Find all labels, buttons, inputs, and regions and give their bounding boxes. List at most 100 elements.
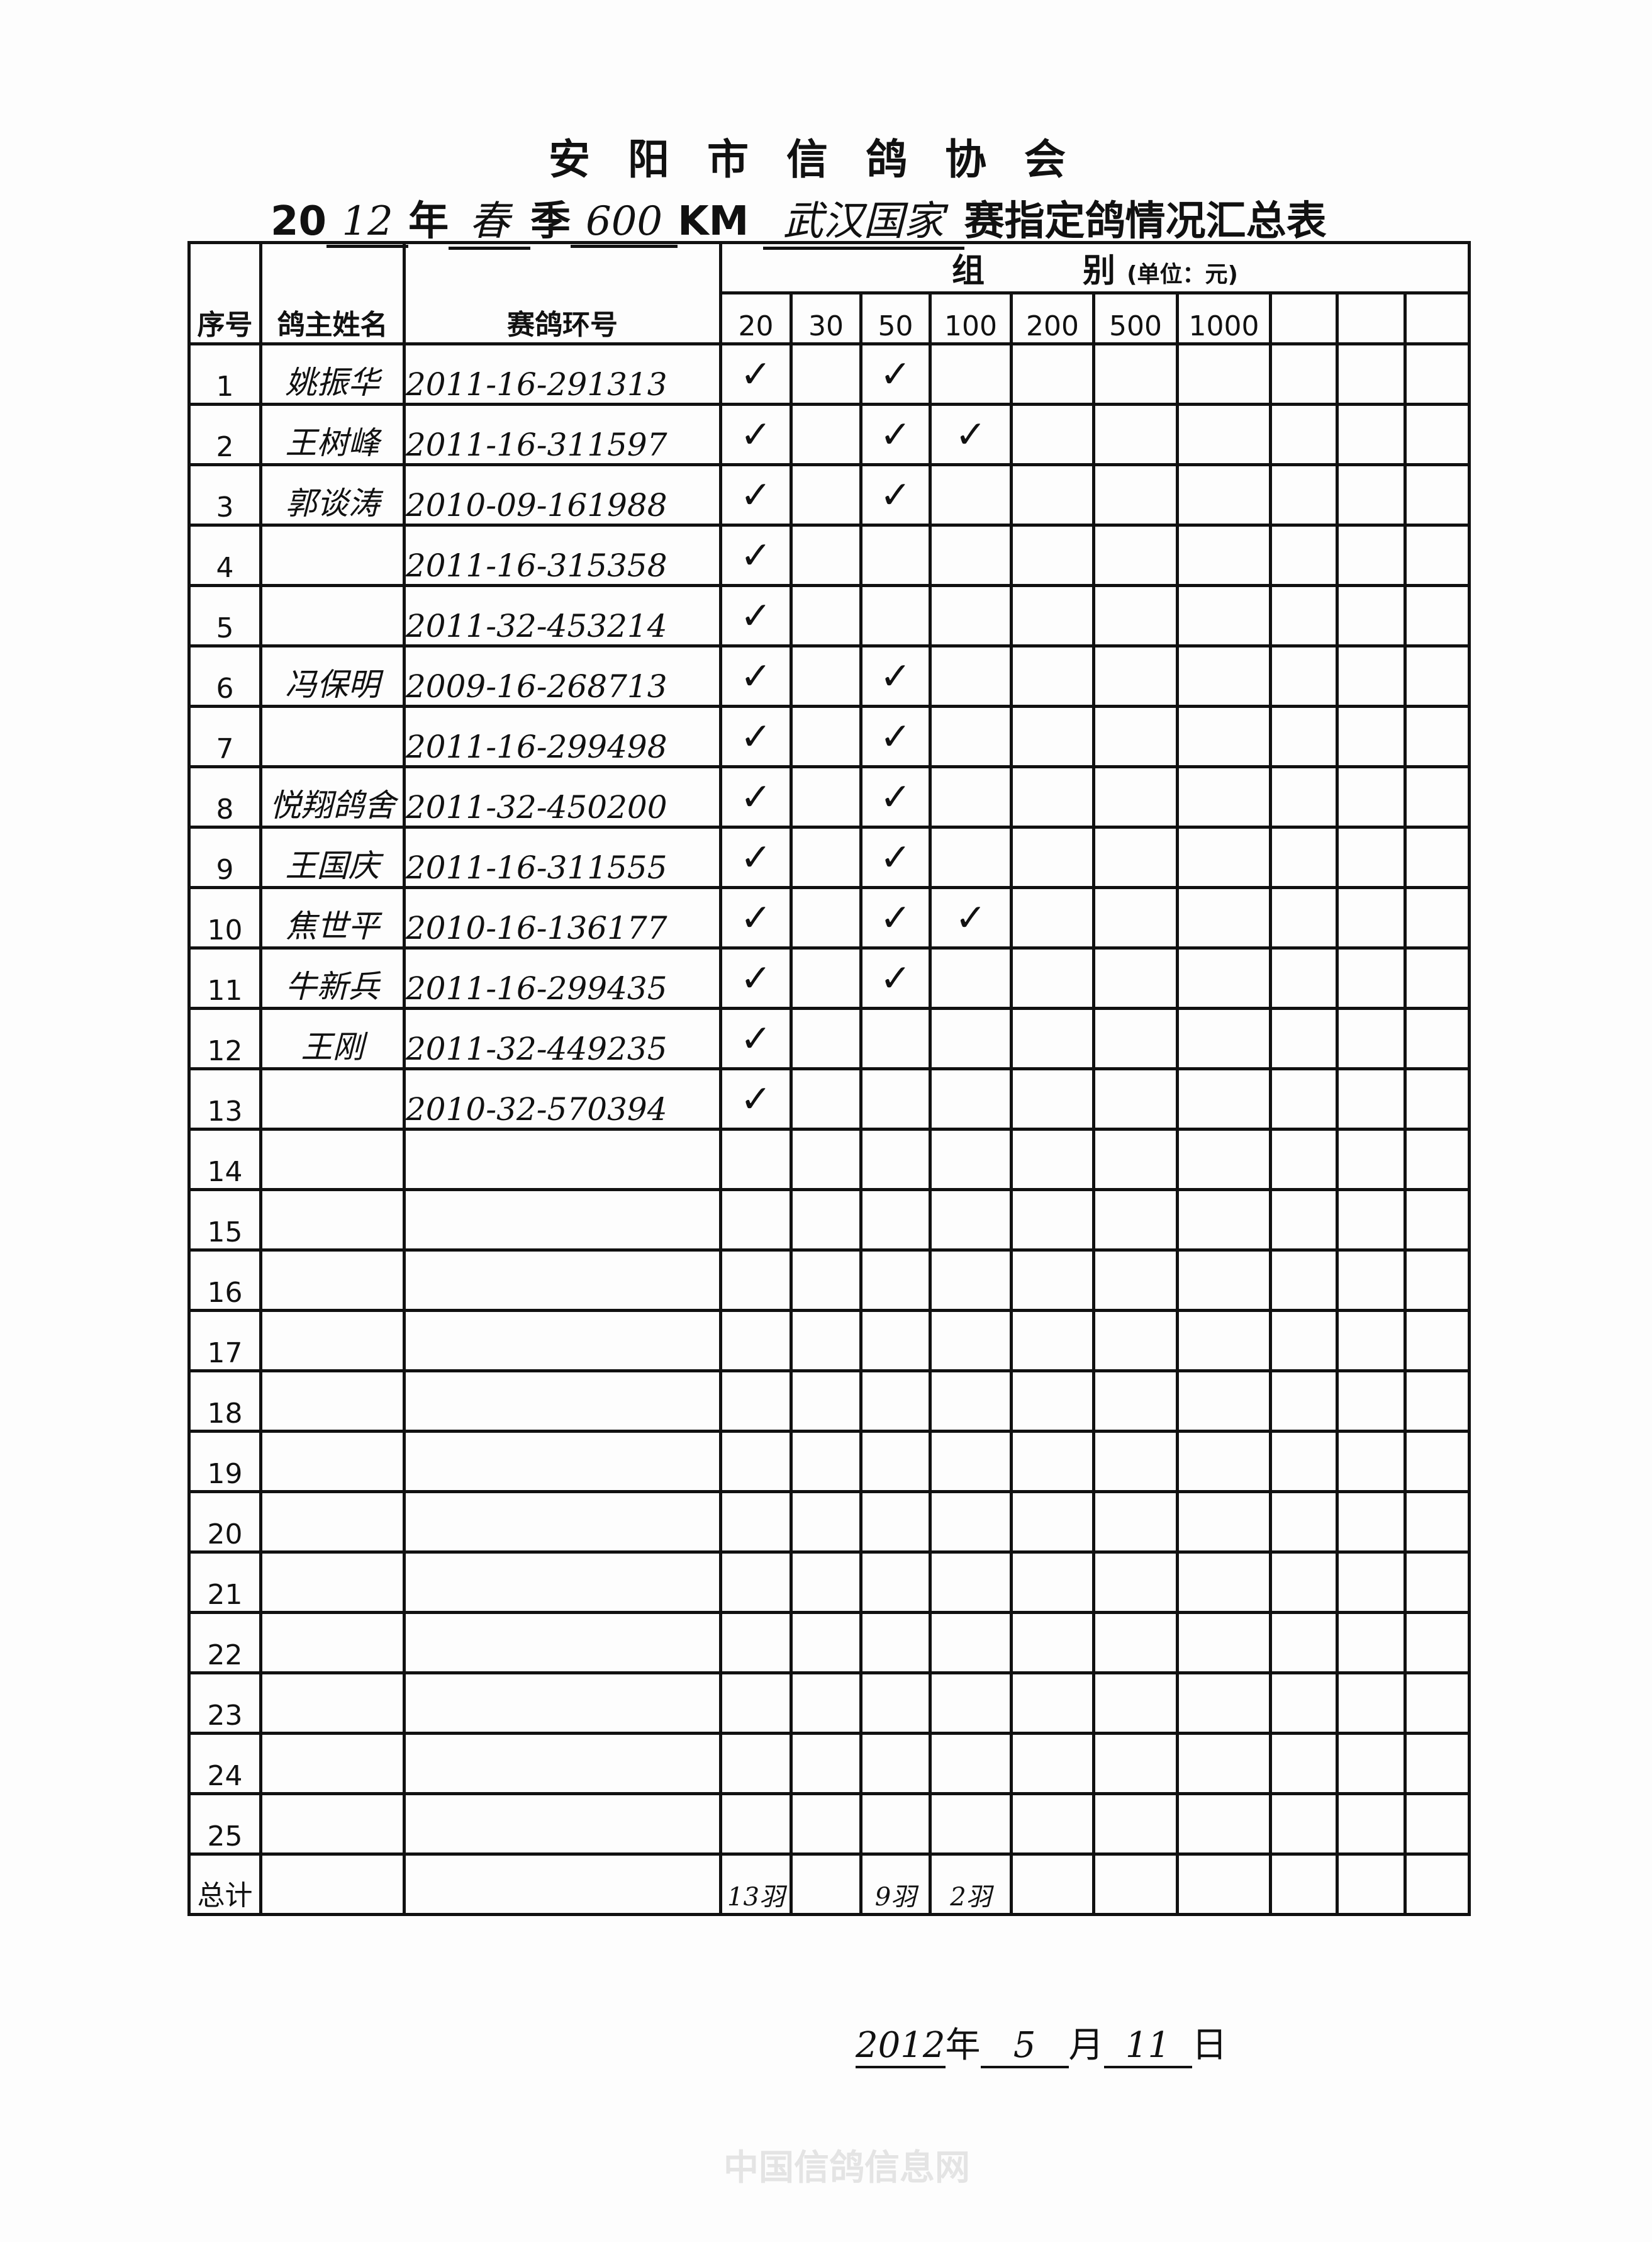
check-cell (859, 1369, 932, 1433)
document-title: 安阳市信鸽协会 (549, 135, 1103, 184)
check-cell (1269, 1188, 1339, 1252)
check-cell (790, 342, 862, 406)
header-group-20: 20 (719, 291, 793, 345)
check-cell (1176, 886, 1272, 950)
check-cell (859, 1309, 932, 1372)
check-cell (929, 1490, 1013, 1554)
check-cell (929, 1007, 1013, 1070)
check-cell (1010, 1611, 1095, 1674)
check-cell (1092, 403, 1179, 466)
check-cell (1336, 584, 1407, 647)
check-cell (1176, 1128, 1272, 1191)
check-cell (1176, 403, 1272, 466)
check-cell (1010, 463, 1095, 527)
check-cell (1269, 1732, 1339, 1795)
check-cell (1010, 826, 1095, 889)
check-cell (719, 1550, 793, 1614)
check-cell (1176, 826, 1272, 889)
header-group-100: 100 (929, 291, 1013, 345)
check-cell (1010, 1067, 1095, 1131)
document-subtitle: 20 12 年春季 600 KM 武汉国家 赛指定鸽情况汇总表 (271, 189, 1327, 250)
row-ring (403, 1188, 722, 1252)
check-cell (719, 1188, 793, 1252)
header-unit: (单位：元) (1127, 262, 1239, 288)
check-cell (1176, 342, 1272, 406)
row-owner: 冯保明 (259, 644, 406, 708)
check-cell (1176, 1792, 1272, 1856)
row-ring (403, 1732, 722, 1795)
row-ring: 2011-16-299435 (403, 946, 722, 1010)
check-cell (1092, 463, 1179, 527)
row-ring (403, 1128, 722, 1191)
check-cell (929, 1792, 1013, 1856)
table-row: 5 2011-32-453214 ✓ (187, 584, 1471, 647)
check-cell (1404, 705, 1471, 768)
check-cell (1010, 584, 1095, 647)
table-row: 14 (187, 1128, 1471, 1191)
check-cell (790, 1188, 862, 1252)
check-cell (929, 342, 1013, 406)
check-cell (859, 1550, 932, 1614)
check-cell (1010, 946, 1095, 1010)
check-cell (1092, 1611, 1179, 1674)
check-cell (1176, 1550, 1272, 1614)
subtitle-suffix: 赛指定鸽情况汇总表 (964, 198, 1327, 245)
table-row: 16 (187, 1248, 1471, 1312)
check-cell (790, 886, 862, 950)
check-cell (1092, 765, 1179, 829)
check-cell: ✓ (719, 705, 793, 768)
check-cell (1336, 1792, 1407, 1856)
check-cell: ✓ (859, 765, 932, 829)
check-cell (1269, 1067, 1339, 1131)
check-cell (859, 584, 932, 647)
total-cell (1010, 1852, 1095, 1916)
check-cell: ✓ (719, 765, 793, 829)
total-cell (790, 1852, 862, 1916)
summary-table: 序号 鸽主姓名 赛鸽环号组 别 (单位：元) 20 30 50 100 200 500 1000 1… (187, 241, 1471, 1916)
row-seq: 15 (187, 1188, 262, 1252)
row-ring (403, 1430, 722, 1493)
check-cell (1404, 1671, 1471, 1735)
check-cell (929, 1128, 1013, 1191)
check-cell (1092, 342, 1179, 406)
check-cell (1010, 1792, 1095, 1856)
check-cell (790, 1490, 862, 1554)
table-row: 18 (187, 1369, 1471, 1433)
check-cell (1092, 524, 1179, 587)
check-cell (1092, 1309, 1179, 1372)
check-cell (1010, 1369, 1095, 1433)
check-cell (1404, 1067, 1471, 1131)
row-ring (403, 1671, 722, 1735)
check-cell: ✓ (719, 886, 793, 950)
season-label: 季 (530, 198, 571, 245)
row-seq: 16 (187, 1248, 262, 1312)
check-cell: ✓ (859, 463, 932, 527)
check-cell (719, 1792, 793, 1856)
check-cell (1092, 584, 1179, 647)
check-cell (790, 1369, 862, 1433)
check-cell (1176, 1248, 1272, 1312)
check-cell (1010, 1309, 1095, 1372)
check-cell (859, 1732, 932, 1795)
row-seq: 19 (187, 1430, 262, 1493)
check-cell (1092, 1007, 1179, 1070)
check-cell (1010, 765, 1095, 829)
check-cell (929, 826, 1013, 889)
check-cell (929, 1611, 1013, 1674)
date-month-label: 月 (1068, 2025, 1104, 2066)
check-cell (1336, 463, 1407, 527)
check-cell (719, 1671, 793, 1735)
table-row: 1 姚振华 2011-16-291313 ✓ ✓ (187, 342, 1471, 406)
header-group-1000: 1000 (1176, 291, 1272, 345)
table-row: 2 王树峰 2011-16-311597 ✓ ✓ ✓ (187, 403, 1471, 466)
check-cell (929, 1550, 1013, 1614)
check-cell (1336, 705, 1407, 768)
header-owner: 鸽主姓名 (259, 241, 406, 345)
check-cell (1404, 644, 1471, 708)
row-seq: 3 (187, 463, 262, 527)
check-cell: ✓ (719, 826, 793, 889)
check-cell (790, 403, 862, 466)
check-cell (1269, 1490, 1339, 1554)
check-cell (1269, 765, 1339, 829)
